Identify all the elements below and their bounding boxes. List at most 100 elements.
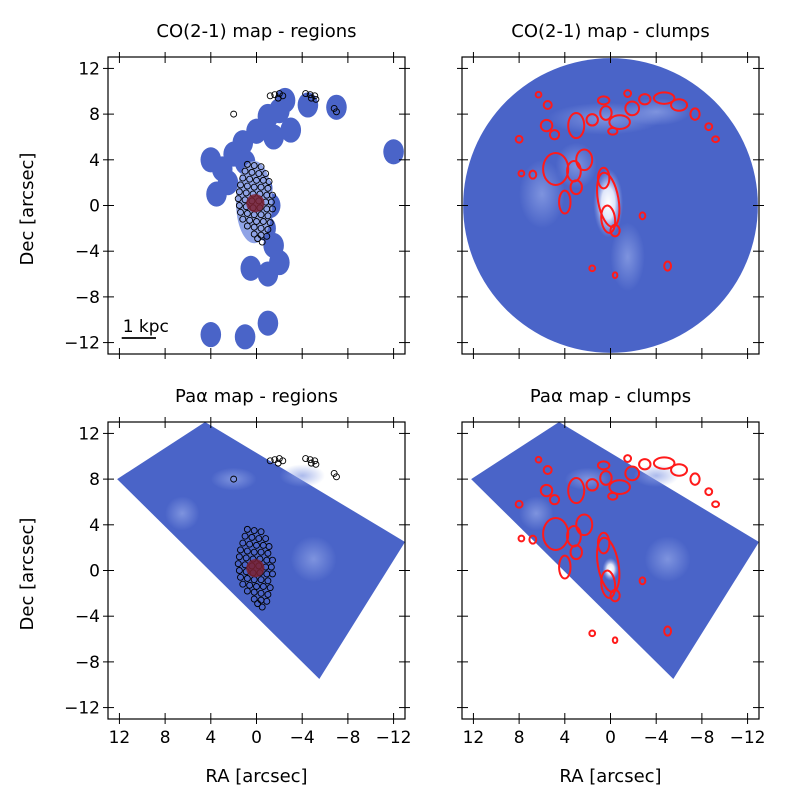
region-circle — [258, 603, 266, 611]
panel-title: CO(2-1) map - clumps — [511, 21, 709, 42]
region-circle — [237, 181, 244, 189]
y-tick-label: −8 — [75, 653, 100, 673]
x-axis-title-right: RA [arcsec] — [559, 766, 661, 787]
x-tick-label: −8 — [689, 728, 714, 748]
region-circle — [243, 222, 251, 230]
x-tick-label: 0 — [605, 728, 616, 748]
region-circle — [271, 456, 279, 464]
paa-map-field — [117, 422, 405, 680]
region-circle — [250, 162, 258, 169]
y-tick-label: 0 — [89, 562, 100, 582]
region-circle — [241, 167, 249, 175]
plot-area: 1 kpc 12 8 4 0 −4 −8 −12 — [64, 52, 410, 359]
y-tick-label: −12 — [64, 334, 100, 354]
clump-contour — [575, 148, 594, 172]
region-circle — [246, 540, 254, 548]
x-tick-label: 12 — [109, 728, 131, 748]
region-circle — [306, 456, 314, 464]
region-circle — [263, 597, 271, 605]
clump-contour — [663, 260, 673, 272]
region-circle — [246, 175, 254, 183]
region-circle — [265, 543, 273, 550]
region-circle — [271, 91, 279, 99]
region-circle — [246, 581, 254, 589]
region-circle — [312, 95, 320, 103]
clump-contour — [517, 534, 526, 543]
panel-title: Paα map - clumps — [530, 386, 691, 407]
region-circle — [266, 457, 274, 465]
clump-contour — [663, 625, 673, 637]
clump-contour — [638, 576, 647, 586]
paa-map-core — [602, 557, 619, 581]
region-circle — [254, 600, 262, 608]
clump-contour — [600, 569, 617, 599]
region-circle — [264, 184, 272, 192]
clump-contour — [609, 588, 621, 603]
co-emission-patch — [211, 156, 233, 182]
region-circle — [262, 535, 270, 542]
region-circle — [274, 459, 282, 467]
x-tick-label: −12 — [376, 728, 412, 748]
region-circle — [250, 183, 258, 191]
region-circle — [269, 556, 276, 564]
co-map-structure — [519, 159, 565, 229]
y-tick-label: 8 — [89, 105, 100, 125]
region-circle — [255, 535, 263, 542]
panel-pa-regions: Paα map - regions 12 8 4 0 −4 −8 −1212840−4−8−… — [64, 386, 411, 748]
nucleus-core — [246, 559, 265, 578]
clump-contour — [514, 499, 524, 509]
region-circle — [267, 198, 275, 206]
region-circle — [235, 567, 243, 574]
region-circle — [258, 238, 266, 246]
clump-contour — [585, 113, 599, 127]
y-tick-label: −8 — [75, 288, 100, 308]
region-circle — [259, 218, 267, 225]
clump-contour — [567, 111, 586, 140]
clump-contour — [596, 531, 611, 555]
clump-contour — [539, 118, 554, 133]
y-tick-label: 12 — [78, 424, 100, 444]
co-emission-patch — [383, 139, 404, 165]
region-circle — [250, 595, 258, 603]
co-emission-patch — [200, 322, 222, 348]
clump-contour — [558, 554, 572, 580]
region-circle — [257, 163, 265, 171]
clump-contour — [528, 534, 538, 545]
plot-area: 12 8 4 0 −4 −8 −12 — [457, 417, 766, 748]
clump-contour — [704, 487, 714, 497]
co-emission-patch — [274, 87, 296, 113]
region-circle — [257, 211, 265, 219]
region-circle — [333, 473, 340, 481]
x-tick-label: −4 — [644, 728, 669, 748]
region-circle — [246, 216, 254, 224]
region-circle — [243, 547, 251, 555]
region-circle — [235, 553, 243, 561]
region-circle — [265, 178, 273, 185]
region-circle — [264, 212, 272, 220]
region-circle — [274, 94, 282, 102]
y-tick-label: 0 — [89, 197, 100, 217]
region-circle — [250, 223, 258, 231]
clump-contour — [588, 629, 597, 638]
panel-title: Paα map - regions — [175, 386, 338, 407]
co-emission-patch — [257, 261, 279, 287]
clump-contour — [596, 166, 611, 190]
region-circle — [253, 583, 260, 590]
region-circle — [250, 230, 258, 238]
paa-map-structure — [290, 536, 337, 582]
nucleus-core — [246, 194, 265, 213]
region-circle — [257, 183, 265, 191]
region-circle — [264, 549, 272, 557]
clump-contour — [569, 544, 583, 561]
clump-contour — [624, 100, 641, 117]
region-circle — [263, 232, 271, 240]
region-circle — [269, 570, 276, 578]
region-circle — [253, 541, 260, 549]
region-circle — [264, 577, 272, 585]
clump-contour — [569, 179, 583, 196]
panel-pa-clumps: Paα map - clumps 12 8 4 0 −4 −8 −12 — [457, 386, 766, 748]
clump-contour — [599, 470, 613, 486]
clump-contour — [548, 129, 561, 141]
panel-title: CO(2-1) map - regions — [156, 21, 356, 42]
clump-contour — [534, 455, 543, 464]
